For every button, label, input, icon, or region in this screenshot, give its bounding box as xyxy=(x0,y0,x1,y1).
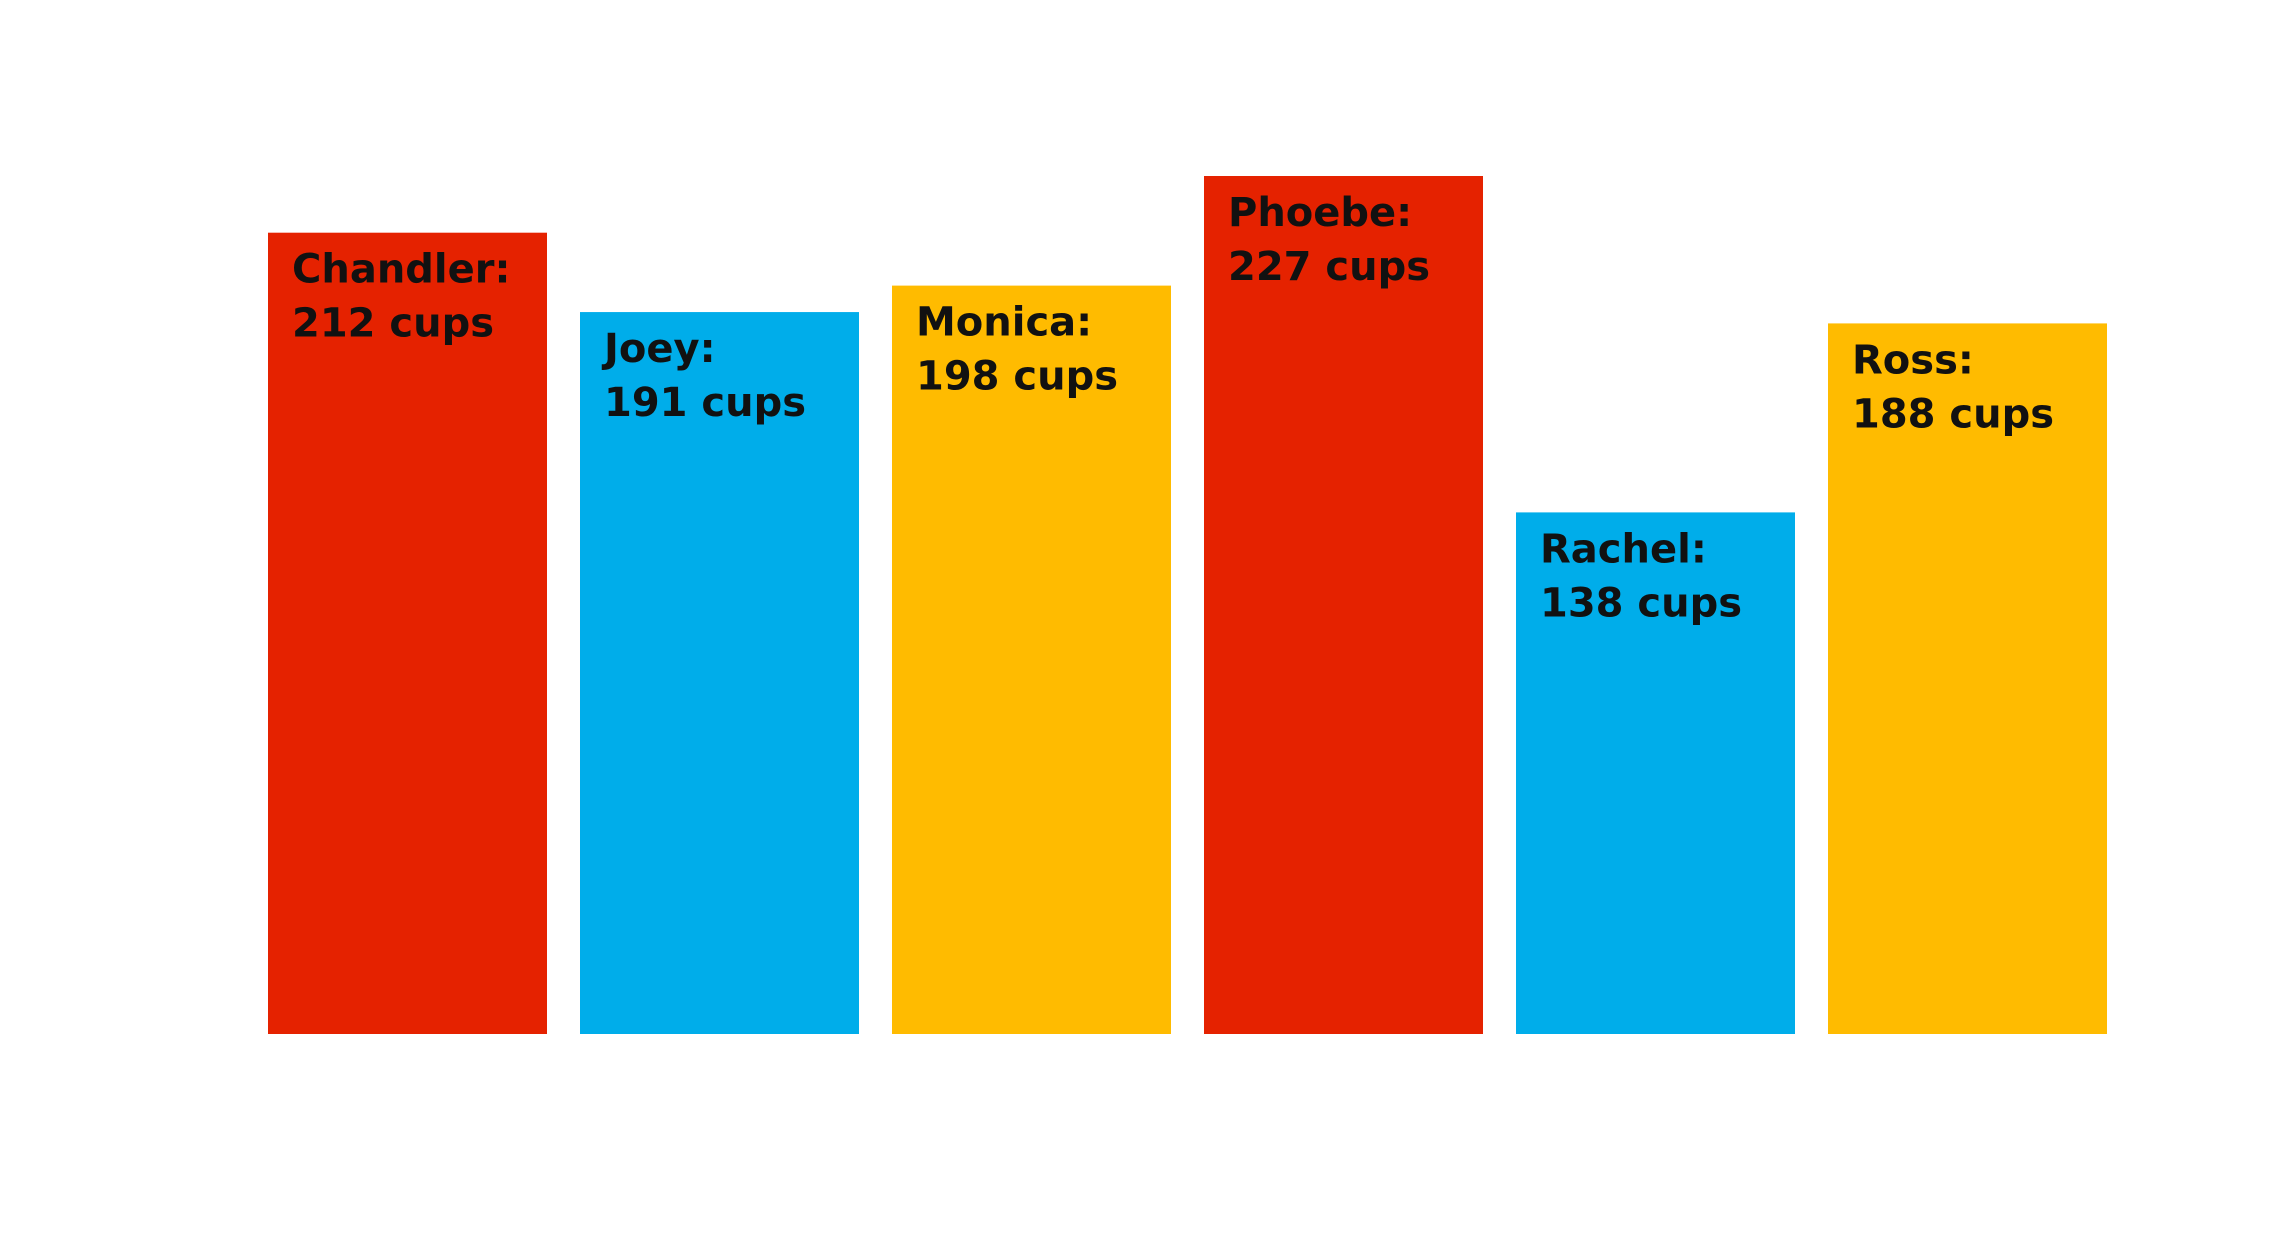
bar-label-name-joey: Joey: xyxy=(601,326,716,372)
bar-label-value-joey: 191 cups xyxy=(604,380,806,426)
bars-layer xyxy=(268,176,2107,1035)
bar-joey xyxy=(580,312,859,1034)
bar-label-value-chandler: 212 cups xyxy=(292,301,494,347)
bar-label-value-ross: 188 cups xyxy=(1852,391,2054,437)
bar-label-value-monica: 198 cups xyxy=(916,354,1118,400)
bar-chandler xyxy=(268,232,547,1034)
bar-rachel xyxy=(1516,512,1795,1034)
bar-label-value-rachel: 138 cups xyxy=(1540,580,1742,626)
bar-label-name-rachel: Rachel: xyxy=(1540,526,1707,572)
bar-label-name-monica: Monica: xyxy=(916,300,1092,346)
bar-label-name-ross: Ross: xyxy=(1852,337,1974,383)
bar-monica xyxy=(892,285,1171,1035)
labels-layer: Chandler: 212 cups Joey: 191 cups Monica: 198… xyxy=(292,190,2054,626)
bar-label-name-chandler: Chandler: xyxy=(292,247,511,293)
bar-phoebe xyxy=(1204,176,1483,1034)
bar-label-value-phoebe: 227 cups xyxy=(1228,244,1430,290)
bar-label-name-phoebe: Phoebe: xyxy=(1228,190,1412,236)
bar-ross xyxy=(1828,323,2107,1035)
